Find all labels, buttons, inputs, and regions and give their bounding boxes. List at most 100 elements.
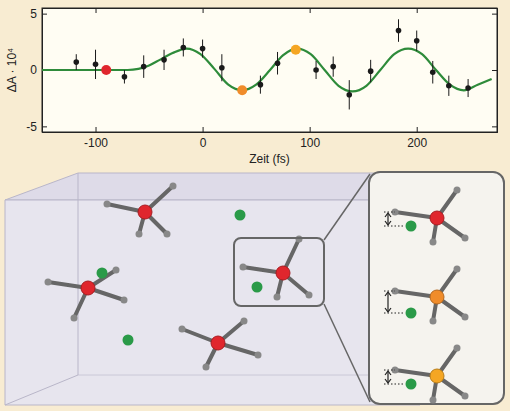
molecule	[392, 266, 469, 325]
background	[0, 0, 510, 411]
tick: 0	[200, 127, 207, 150]
tick-mark	[96, 8, 97, 13]
atom	[430, 318, 437, 325]
tick-label: -5	[26, 120, 37, 134]
tick-mark	[203, 127, 204, 132]
atom	[306, 292, 313, 299]
diagram	[5, 172, 504, 405]
center-atom	[276, 266, 290, 280]
molecule	[240, 236, 313, 301]
data-point	[141, 64, 147, 70]
arrow-head	[385, 371, 391, 375]
data-point	[368, 68, 374, 74]
data-point	[200, 46, 206, 52]
data-point	[414, 38, 420, 44]
tick: 200	[407, 127, 427, 150]
fit-curve	[42, 49, 492, 92]
atom	[462, 314, 469, 321]
tick-label: -100	[84, 136, 108, 150]
ion	[406, 308, 417, 319]
atom	[240, 264, 247, 271]
arrow-head	[385, 379, 391, 383]
tick-mark	[42, 14, 47, 15]
data-point	[258, 82, 264, 88]
tick-mark	[492, 70, 497, 71]
guide-line	[384, 291, 395, 292]
y-axis-title: ΔA · 10⁴	[5, 48, 19, 93]
tick-label: 5	[30, 7, 37, 21]
atom	[136, 231, 143, 238]
atom	[430, 239, 437, 246]
tick-mark	[203, 8, 204, 13]
data-point	[219, 65, 225, 71]
tick: -100	[84, 127, 108, 150]
tick	[203, 8, 204, 13]
marks	[42, 19, 492, 109]
arrow-head	[385, 221, 391, 225]
figure: -1000100200-505Zeit (fs)ΔA · 10⁴	[0, 0, 510, 411]
arrow-head	[385, 308, 391, 312]
box-edge	[78, 173, 79, 375]
atom	[255, 352, 262, 359]
axis	[43, 8, 498, 13]
atom	[71, 315, 78, 322]
center-atom	[430, 211, 444, 225]
center-atom	[211, 336, 225, 350]
atom	[179, 326, 186, 333]
ion	[235, 210, 246, 221]
tick-mark	[417, 8, 418, 13]
data-point	[122, 74, 128, 80]
atom	[462, 235, 469, 242]
atom	[430, 397, 437, 404]
tick-label: 0	[30, 63, 37, 77]
center-atom	[138, 205, 152, 219]
guide-line	[384, 212, 395, 213]
molecule	[179, 318, 262, 371]
data-point	[430, 69, 436, 75]
center-atom	[430, 369, 444, 383]
tick-label: 0	[200, 136, 207, 150]
tick-mark	[310, 8, 311, 13]
atom	[274, 294, 281, 301]
zoom-frame	[234, 238, 324, 306]
tick	[492, 14, 497, 15]
tick-mark	[492, 14, 497, 15]
molecule	[45, 267, 128, 322]
atom	[241, 318, 248, 325]
displacement-arrow	[387, 214, 388, 224]
data-point	[181, 45, 187, 51]
highlight-point	[101, 65, 111, 75]
guide-line	[384, 370, 395, 371]
highlight-point	[291, 45, 301, 55]
guide-line	[384, 313, 404, 314]
data-point	[330, 64, 336, 70]
center-atom	[430, 290, 444, 304]
data-point	[275, 60, 281, 66]
displacement-arrow	[387, 293, 388, 311]
box-front	[5, 200, 420, 405]
data-point	[313, 67, 319, 73]
atom	[203, 364, 210, 371]
data-point	[396, 28, 402, 34]
zoom-line	[324, 174, 370, 240]
atom	[454, 266, 461, 273]
tick-label: 200	[407, 136, 427, 150]
molecule	[392, 187, 469, 246]
ion	[406, 221, 417, 232]
atom	[45, 279, 52, 286]
ion	[406, 379, 417, 390]
tick-mark	[310, 127, 311, 132]
ion	[123, 335, 134, 346]
axis: -1000100200	[43, 127, 498, 150]
molecule	[392, 345, 469, 404]
tick	[492, 126, 497, 127]
center-atom	[81, 281, 95, 295]
x-axis-title: Zeit (fs)	[249, 152, 290, 166]
plot-frame	[42, 8, 497, 132]
zoom-panel	[369, 172, 504, 404]
displacement-arrow	[387, 372, 388, 382]
tick: 5	[30, 7, 47, 21]
guide-line	[384, 384, 404, 385]
ion	[252, 282, 263, 293]
molecule	[104, 183, 177, 238]
